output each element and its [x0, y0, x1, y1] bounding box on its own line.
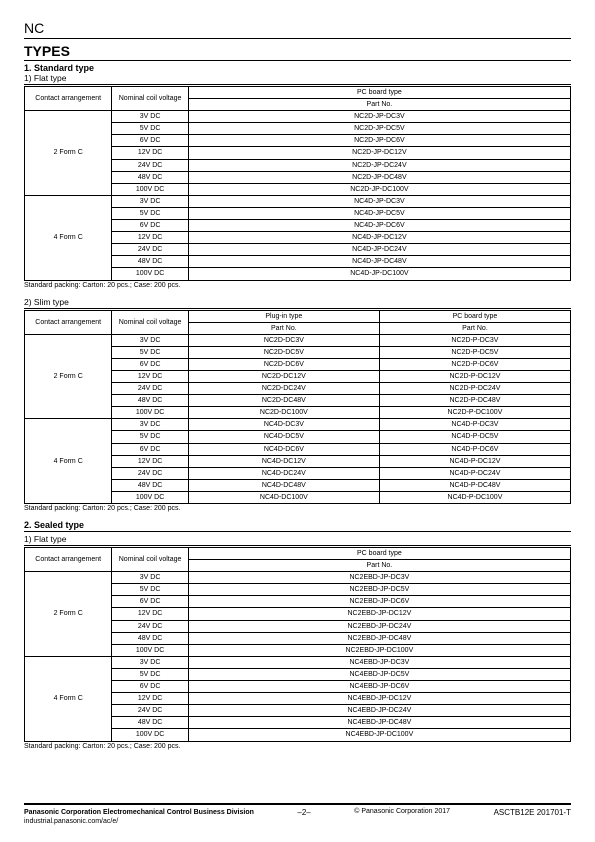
sealed-flat-label: 1) Flat type — [24, 534, 571, 546]
standard-flat-note: Standard packing: Carton: 20 pcs.; Case:… — [24, 282, 571, 289]
standard-heading: 1. Standard type — [24, 63, 571, 73]
standard-slim-note: Standard packing: Carton: 20 pcs.; Case:… — [24, 505, 571, 512]
footer-docid: ASCTB12E 201701-T — [494, 808, 571, 817]
footer-copyright: © Panasonic Corporation 2017 — [354, 808, 450, 815]
footer-page: –2– — [297, 808, 310, 817]
standard-slim-table: Contact arrangementNominal coil voltageP… — [24, 310, 571, 505]
standard-flat-table: Contact arrangementNominal coil voltageP… — [24, 86, 571, 281]
standard-slim-label: 2) Slim type — [24, 297, 571, 309]
footer-url: industrial.panasonic.com/ac/e/ — [24, 817, 254, 826]
sealed-flat-note: Standard packing: Carton: 20 pcs.; Case:… — [24, 743, 571, 750]
sealed-flat-table: Contact arrangementNominal coil voltageP… — [24, 547, 571, 742]
product-code: NC — [24, 20, 571, 39]
standard-flat-label: 1) Flat type — [24, 73, 571, 85]
section-title: TYPES — [24, 43, 571, 61]
sealed-heading: 2. Sealed type — [24, 520, 571, 532]
footer-company: Panasonic Corporation Electromechanical … — [24, 808, 254, 817]
footer: Panasonic Corporation Electromechanical … — [24, 803, 571, 826]
